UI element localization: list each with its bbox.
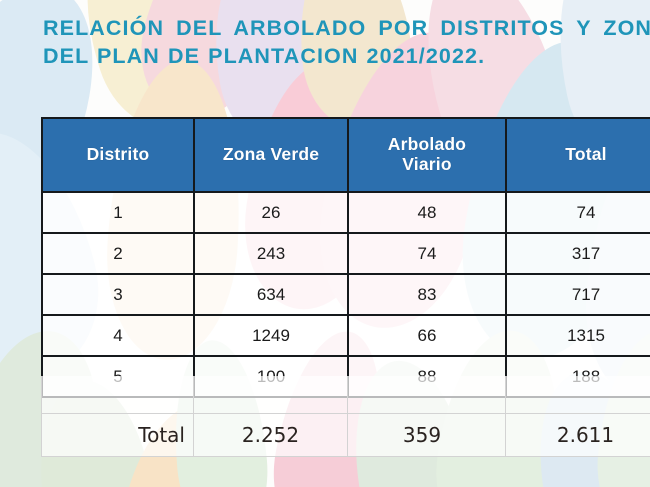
cell-arbolado-viario: 66 xyxy=(347,314,507,357)
totals-block: Total 2.252 359 2.611 xyxy=(41,376,650,457)
column-header-arbolado-viario: Arbolado Viario xyxy=(347,117,507,193)
cell-distrito: 4 xyxy=(41,314,195,357)
cell-zona-verde: 243 xyxy=(193,232,349,275)
cell-arbolado-viario: 48 xyxy=(347,191,507,234)
column-header-arbolado-viario-line-2: Viario xyxy=(402,154,452,174)
total-zona-verde: 2.252 xyxy=(193,413,348,457)
column-header-distrito: Distrito xyxy=(41,117,195,193)
column-header-arbolado-viario-line-1: Arbolado xyxy=(387,134,467,155)
cell-zona-verde: 1249 xyxy=(193,314,349,357)
table-row: 3 634 83 717 xyxy=(41,273,650,316)
spacer-cell xyxy=(505,376,650,414)
cell-total: 74 xyxy=(505,191,650,234)
table-body: 1 26 48 74 2 243 74 317 3 634 83 717 xyxy=(41,191,650,398)
table-header: Distrito Zona Verde Arbolado Viario Tota… xyxy=(41,117,650,193)
cell-distrito: 2 xyxy=(41,232,195,275)
cell-distrito: 3 xyxy=(41,273,195,316)
table-header-row: Distrito Zona Verde Arbolado Viario Tota… xyxy=(41,117,650,193)
table-row: 1 26 48 74 xyxy=(41,191,650,234)
page-title: RELACIÓN DEL ARBOLADO POR DISTRITOS Y ZO… xyxy=(43,14,650,71)
page-title-line-2: DEL PLAN DE PLANTACION 2021/2022. xyxy=(43,44,486,69)
total-row-label: Total xyxy=(41,413,194,457)
column-header-total: Total xyxy=(505,117,650,193)
column-header-zona-verde: Zona Verde xyxy=(193,117,349,193)
cell-total: 1315 xyxy=(505,314,650,357)
cell-zona-verde: 26 xyxy=(193,191,349,234)
cell-total: 317 xyxy=(505,232,650,275)
arbolado-table: Distrito Zona Verde Arbolado Viario Tota… xyxy=(41,117,650,398)
cell-zona-verde: 634 xyxy=(193,273,349,316)
table-row: 4 1249 66 1315 xyxy=(41,314,650,357)
spacer-row xyxy=(41,376,650,414)
total-total: 2.611 xyxy=(505,413,650,457)
total-row: Total 2.252 359 2.611 xyxy=(41,413,650,457)
spacer-cell xyxy=(41,376,194,414)
cell-distrito: 1 xyxy=(41,191,195,234)
cell-total: 717 xyxy=(505,273,650,316)
cell-arbolado-viario: 74 xyxy=(347,232,507,275)
spacer-cell xyxy=(193,376,348,414)
total-arbolado-viario: 359 xyxy=(347,413,506,457)
table-row: 2 243 74 317 xyxy=(41,232,650,275)
page-title-line-1: RELACIÓN DEL ARBOLADO POR DISTRITOS Y ZO… xyxy=(43,16,650,40)
cell-arbolado-viario: 83 xyxy=(347,273,507,316)
spacer-cell xyxy=(347,376,506,414)
